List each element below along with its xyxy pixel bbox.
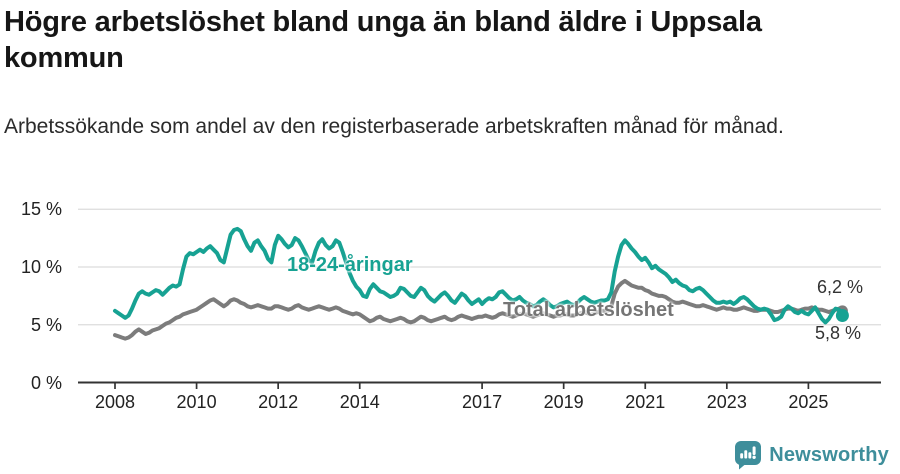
x-axis-label: 2023	[706, 392, 747, 412]
y-axis-label: 0 %	[30, 372, 62, 393]
x-axis-label: 2017	[462, 392, 503, 412]
x-axis-label: 2021	[625, 392, 666, 412]
newsworthy-wordmark: Newsworthy	[769, 443, 889, 466]
x-axis-label: 2025	[788, 392, 829, 412]
x-axis-label: 2019	[543, 392, 584, 412]
y-axis-label: 10 %	[20, 257, 62, 277]
series-label-total: Total arbetslöshet	[503, 299, 674, 321]
y-axis-label: 15 %	[20, 199, 62, 220]
newsworthy-bubble-chart-icon	[735, 441, 762, 470]
end-value-youth: 5,8 %	[814, 323, 861, 343]
y-axis-label: 5 %	[30, 314, 62, 335]
chart-title: Högre arbetslöshet bland unga än bland ä…	[4, 6, 762, 74]
x-axis-label: 2008	[94, 392, 136, 412]
series-label-youth: 18-24-åringar	[287, 254, 413, 276]
end-value-total: 6,2 %	[816, 277, 863, 297]
newsworthy-logo: Newsworthy	[734, 440, 889, 470]
x-axis-label: 2012	[258, 392, 299, 412]
x-axis-label: 2014	[339, 392, 380, 412]
x-axis-label: 2010	[176, 392, 217, 412]
chart-subtitle: Arbetssökande som andel av den registerb…	[4, 115, 784, 138]
